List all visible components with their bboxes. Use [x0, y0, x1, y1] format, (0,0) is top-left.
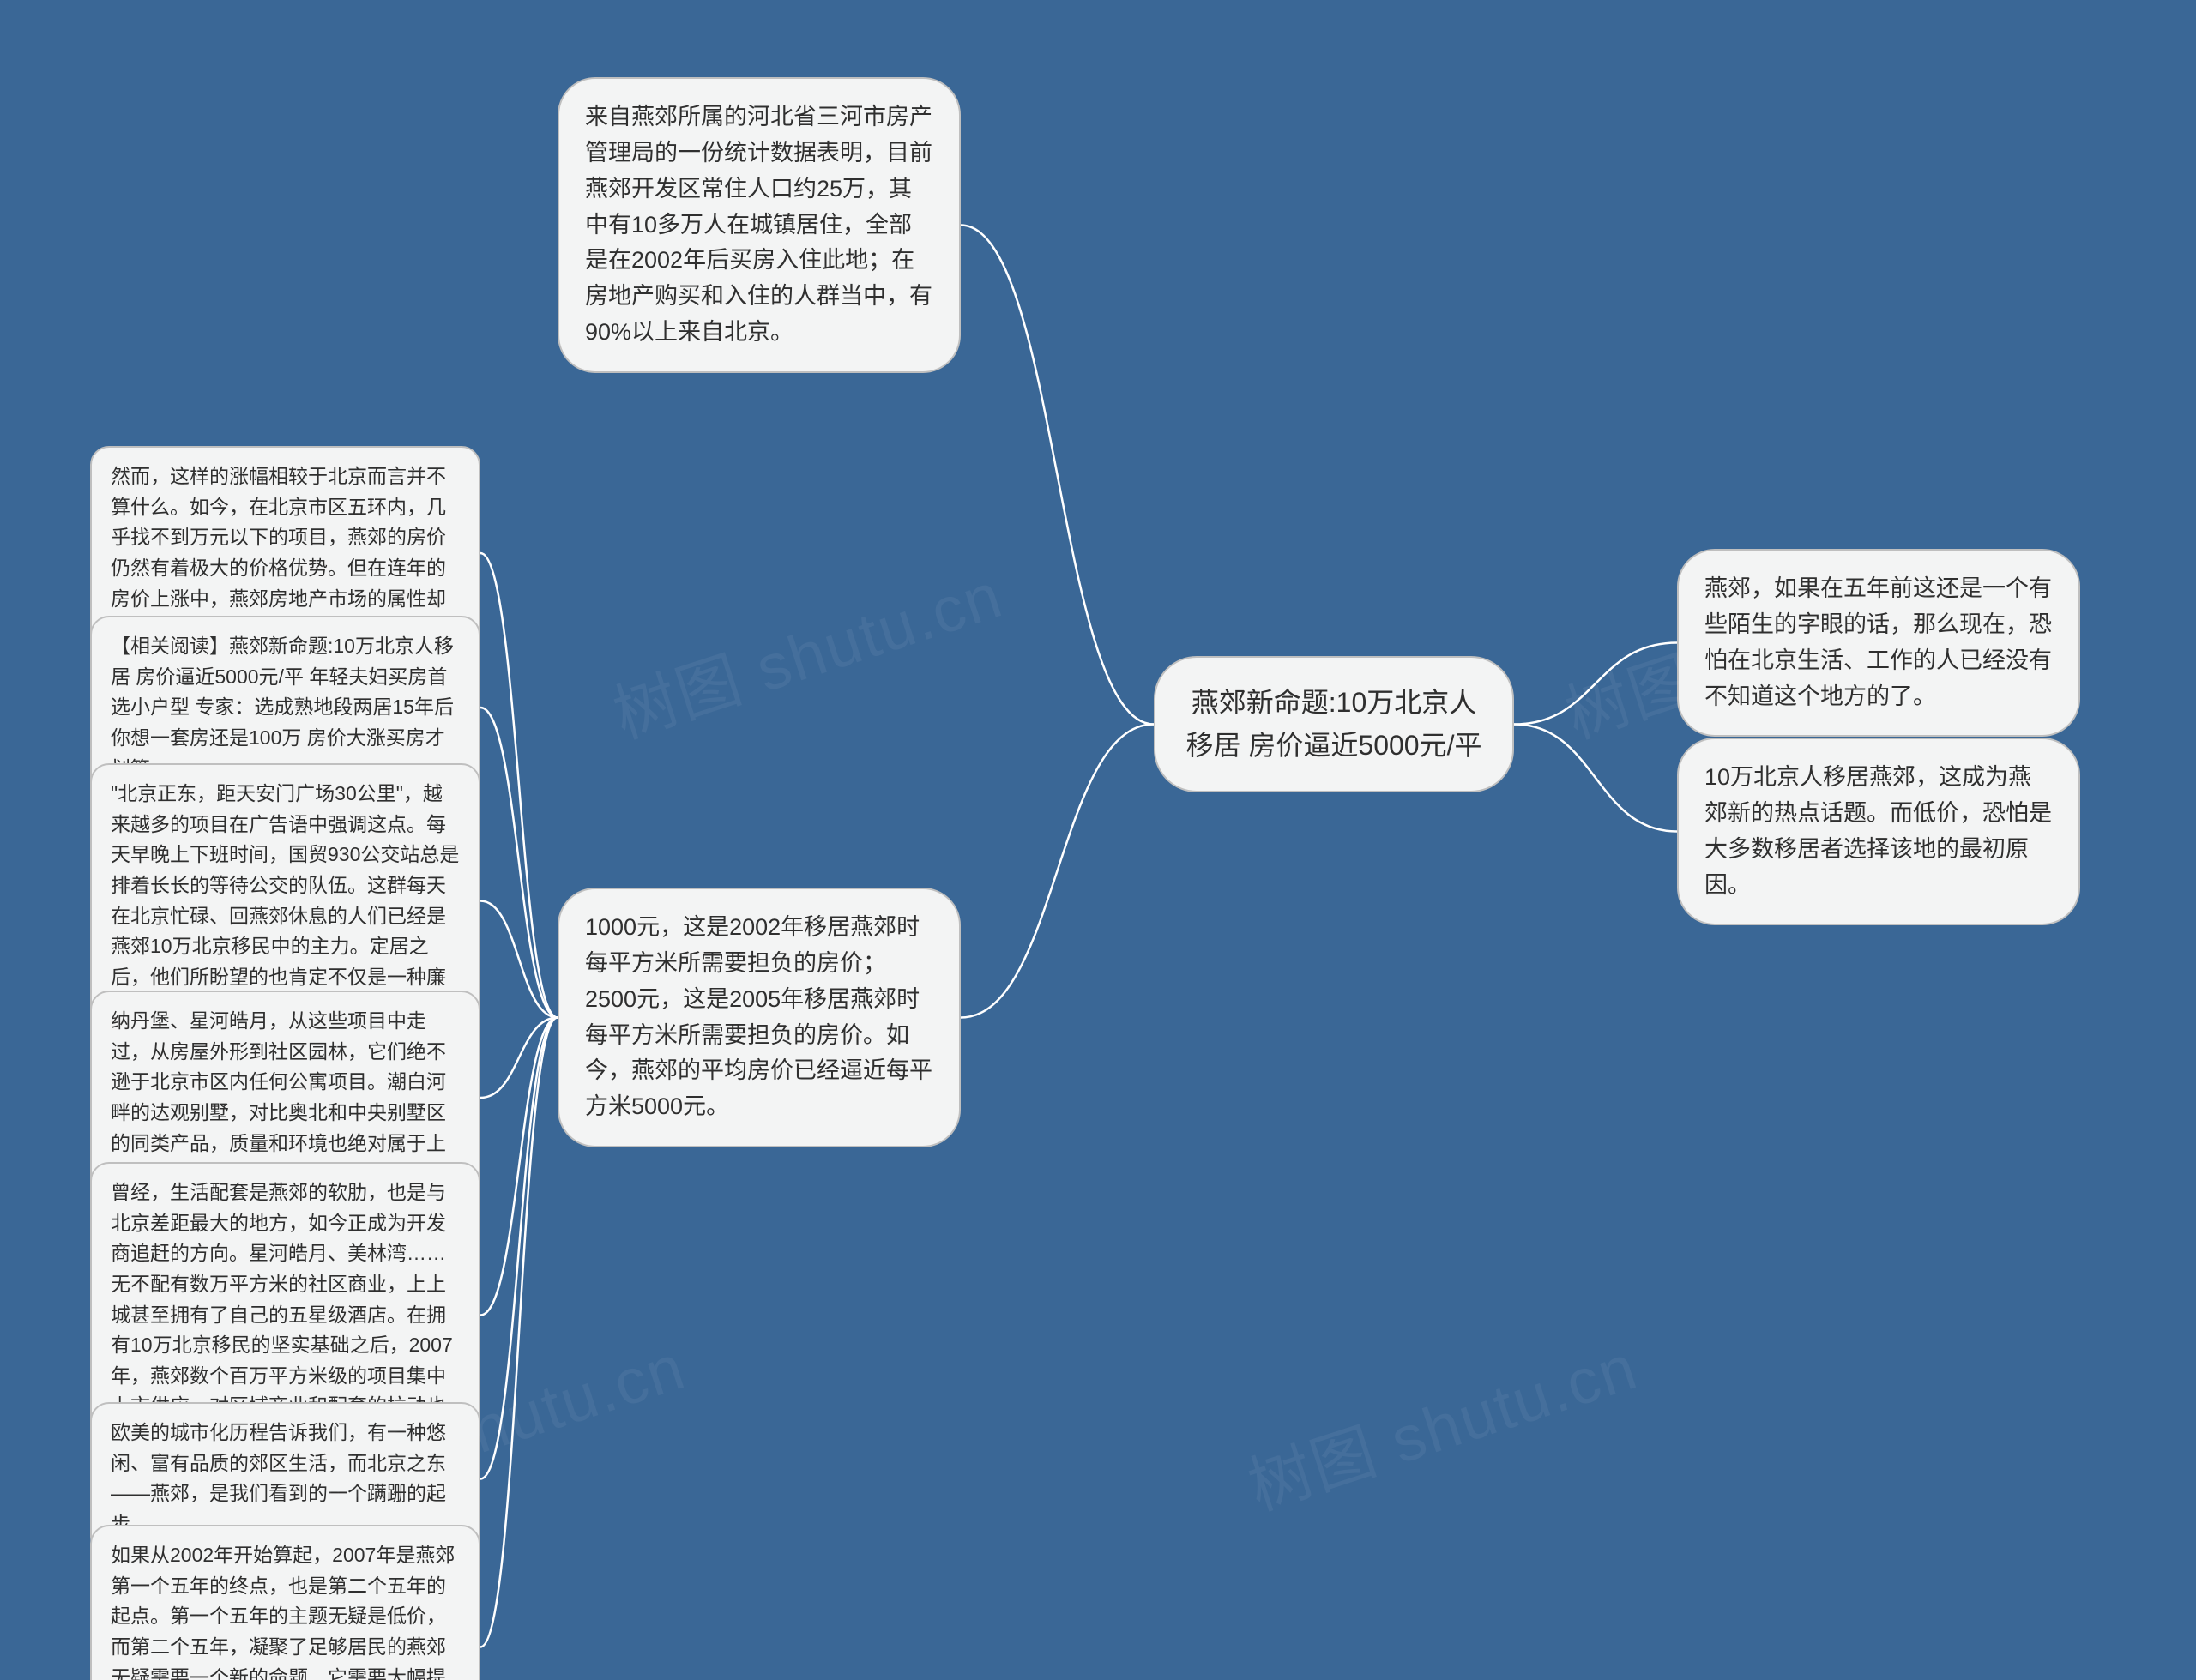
watermark-3: 树图 shutu.cn	[600, 545, 1012, 756]
link-root-r1	[1514, 643, 1677, 725]
link-root-l2	[961, 725, 1154, 1018]
node-text: 【相关阅读】燕郊新命题:10万北京人移居 房价逼近5000元/平 年轻夫妇买房首…	[111, 635, 454, 780]
link-l2-l2e	[480, 1018, 558, 1316]
link-l2-l2g	[480, 1018, 558, 1647]
node-text: 然而，这样的涨幅相较于北京而言并不算什么。如今，在北京市区五环内，几乎找不到万元…	[111, 465, 446, 640]
node-text: 欧美的城市化历程告诉我们，有一种悠闲、富有品质的郊区生活，而北京之东——燕郊，是…	[111, 1421, 446, 1535]
link-l2-l2b	[480, 708, 558, 1018]
link-l2-l2d	[480, 1018, 558, 1099]
mindmap-node-r1: 燕郊，如果在五年前这还是一个有些陌生的字眼的话，那么现在，恐怕在北京生活、工作的…	[1677, 549, 2080, 737]
mindmap-node-l1: 来自燕郊所属的河北省三河市房产管理局的一份统计数据表明，目前燕郊开发区常住人口约…	[558, 77, 961, 373]
link-l2-l2f	[480, 1018, 558, 1479]
mindmap-node-r2: 10万北京人移居燕郊，这成为燕郊新的热点话题。而低价，恐怕是大多数移居者选择该地…	[1677, 738, 2080, 925]
node-text: 来自燕郊所属的河北省三河市房产管理局的一份统计数据表明，目前燕郊开发区常住人口约…	[585, 104, 932, 345]
link-l2-l2c	[480, 901, 558, 1018]
link-root-l1	[961, 226, 1154, 725]
node-text: 纳丹堡、星河皓月，从这些项目中走过，从房屋外形到社区园林，它们绝不逊于北京市区内…	[111, 1009, 446, 1184]
mindmap-node-l2: 1000元，这是2002年移居燕郊时每平方米所需要担负的房价；2500元，这是2…	[558, 888, 961, 1147]
mindmap-node-l2g: 如果从2002年开始算起，2007年是燕郊第一个五年的终点，也是第二个五年的起点…	[90, 1525, 480, 1680]
watermark-1: 树图 shutu.cn	[1235, 1316, 1647, 1528]
node-text: 1000元，这是2002年移居燕郊时每平方米所需要担负的房价；2500元，这是2…	[585, 914, 932, 1119]
mindmap-node-root: 燕郊新命题:10万北京人移居 房价逼近5000元/平	[1154, 656, 1514, 792]
link-root-r2	[1514, 725, 1677, 832]
node-text: 燕郊，如果在五年前这还是一个有些陌生的字眼的话，那么现在，恐怕在北京生活、工作的…	[1704, 575, 2052, 709]
node-text: "北京正东，距天安门广场30公里"，越来越多的项目在广告语中强调这点。每天早晚上…	[111, 782, 459, 1018]
node-text: 如果从2002年开始算起，2007年是燕郊第一个五年的终点，也是第二个五年的起点…	[111, 1544, 455, 1680]
node-text: 燕郊新命题:10万北京人移居 房价逼近5000元/平	[1186, 687, 1482, 761]
node-text: 10万北京人移居燕郊，这成为燕郊新的热点话题。而低价，恐怕是大多数移居者选择该地…	[1704, 764, 2052, 898]
link-l2-l2a	[480, 553, 558, 1018]
